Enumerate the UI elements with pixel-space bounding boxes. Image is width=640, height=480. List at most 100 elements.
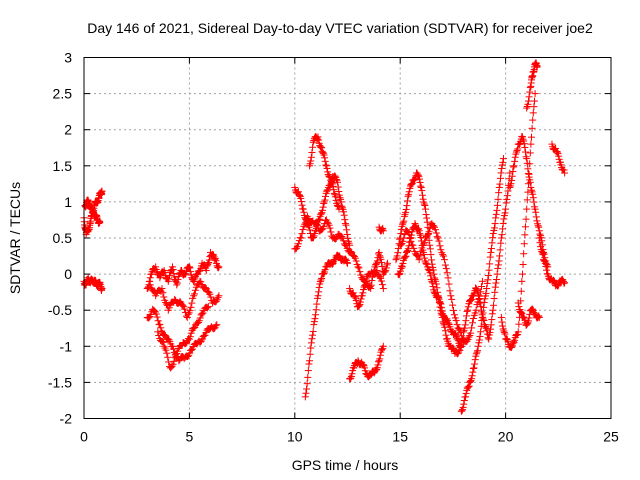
data-point xyxy=(535,312,543,320)
data-point xyxy=(340,240,348,248)
data-point xyxy=(526,178,534,186)
data-point xyxy=(529,194,537,202)
data-point xyxy=(498,164,506,172)
data-point xyxy=(310,321,318,329)
data-point xyxy=(426,241,434,249)
data-point xyxy=(463,337,471,345)
data-point xyxy=(297,198,305,206)
data-point xyxy=(463,307,471,315)
data-point xyxy=(376,355,384,363)
data-point xyxy=(555,155,563,163)
data-point xyxy=(350,252,358,260)
data-point xyxy=(432,229,440,237)
data-point xyxy=(189,325,197,333)
data-point xyxy=(423,214,431,222)
data-point xyxy=(493,275,501,283)
data-point xyxy=(457,407,465,415)
data-point xyxy=(518,277,526,285)
data-point xyxy=(145,277,153,285)
data-point xyxy=(294,188,302,196)
data-point xyxy=(318,144,326,152)
data-point xyxy=(399,219,407,227)
data-point xyxy=(315,288,323,296)
data-point xyxy=(145,314,153,322)
data-point xyxy=(342,221,350,229)
data-point xyxy=(207,293,215,301)
data-point xyxy=(212,322,220,330)
data-point xyxy=(493,206,501,214)
data-point xyxy=(378,277,386,285)
data-point xyxy=(196,277,204,285)
y-tick-label: -0.5 xyxy=(48,302,72,318)
data-point xyxy=(332,175,340,183)
data-point xyxy=(306,350,314,358)
data-point xyxy=(476,332,484,340)
data-point xyxy=(441,323,449,331)
data-point xyxy=(524,317,532,325)
data-point xyxy=(437,246,445,254)
data-point xyxy=(472,306,480,314)
data-point xyxy=(311,315,319,323)
data-point xyxy=(204,260,212,268)
data-point xyxy=(375,358,383,366)
data-point xyxy=(297,234,305,242)
data-point xyxy=(521,231,529,239)
data-point xyxy=(525,93,533,101)
data-point xyxy=(417,182,425,190)
data-point xyxy=(462,393,470,401)
data-point xyxy=(436,299,444,307)
data-point xyxy=(487,321,495,329)
data-point xyxy=(352,297,360,305)
data-point xyxy=(215,292,223,300)
data-point xyxy=(376,351,384,359)
data-point xyxy=(397,225,405,233)
data-point xyxy=(499,225,507,233)
data-point xyxy=(381,268,389,276)
data-point xyxy=(358,292,366,300)
data-point xyxy=(492,210,500,218)
data-point xyxy=(426,269,434,277)
data-point xyxy=(302,219,310,227)
data-point xyxy=(306,357,314,365)
data-point xyxy=(368,277,376,285)
data-point xyxy=(449,301,457,309)
data-point xyxy=(476,298,484,306)
axis-ticks: 0 5 10 15 20 25 -2 -1.5 -1 -0.5 0 0.5 1 1.5 2 2.5 3 xyxy=(48,50,619,445)
data-point xyxy=(307,157,315,165)
data-point xyxy=(202,285,210,293)
data-point xyxy=(379,285,387,293)
data-point xyxy=(298,230,306,238)
data-point xyxy=(315,283,323,291)
data-point xyxy=(536,239,544,247)
data-point xyxy=(302,389,310,397)
data-point xyxy=(416,178,424,186)
data-point xyxy=(425,236,433,244)
data-point xyxy=(163,349,171,357)
data-point xyxy=(523,159,531,167)
data-point xyxy=(316,143,324,151)
data-point xyxy=(170,357,178,365)
data-point xyxy=(497,239,505,247)
data-point xyxy=(146,281,154,289)
data-point xyxy=(194,270,202,278)
data-point xyxy=(373,257,381,265)
data-point xyxy=(336,194,344,202)
data-point xyxy=(155,331,163,339)
data-point xyxy=(310,318,318,326)
data-point xyxy=(307,339,315,347)
data-point xyxy=(514,299,522,307)
data-point xyxy=(403,228,411,236)
data-point xyxy=(406,234,414,242)
data-point xyxy=(503,195,511,203)
data-point xyxy=(319,203,327,211)
data-point xyxy=(320,270,328,278)
data-point xyxy=(301,220,309,228)
x-tick-label: 15 xyxy=(392,429,408,445)
data-point xyxy=(476,299,484,307)
data-point xyxy=(330,186,338,194)
data-point xyxy=(465,382,473,390)
data-point xyxy=(500,328,508,336)
data-point xyxy=(418,191,426,199)
data-point xyxy=(535,313,543,321)
data-point xyxy=(465,333,473,341)
